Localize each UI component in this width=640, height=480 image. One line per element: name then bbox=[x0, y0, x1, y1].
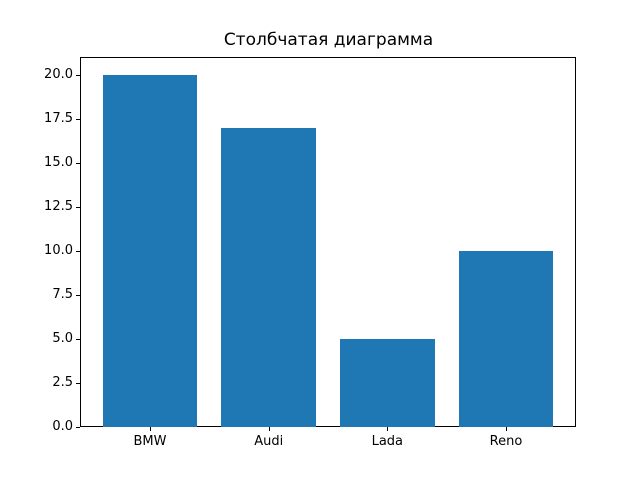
y-tick-label-2.5: 2.5 bbox=[52, 375, 73, 390]
y-tick-mark bbox=[76, 250, 80, 252]
x-tick-mark bbox=[150, 427, 151, 431]
x-tick-mark bbox=[268, 427, 270, 431]
x-tick-mark bbox=[506, 427, 507, 431]
y-tick-label-17.5: 17.5 bbox=[44, 110, 73, 126]
y-tick-mark bbox=[76, 206, 80, 208]
y-tick-mark bbox=[76, 338, 80, 340]
x-tick-mark bbox=[387, 427, 389, 431]
y-tick-label-12.5: 12.5 bbox=[44, 198, 73, 214]
bar-bmw bbox=[102, 74, 198, 427]
y-tick-mark bbox=[76, 162, 80, 164]
bar-lada bbox=[339, 338, 435, 427]
y-tick-label-15.0: 15.0 bbox=[44, 154, 73, 170]
y-tick-label-0.0: 0.0 bbox=[52, 419, 73, 434]
bar-audi bbox=[221, 127, 317, 427]
y-tick-mark bbox=[76, 118, 80, 120]
x-tick-label-audi: Audi bbox=[254, 434, 284, 449]
y-tick-mark bbox=[76, 74, 80, 76]
y-tick-label-10.0: 10.0 bbox=[44, 242, 73, 258]
y-tick-mark bbox=[76, 294, 80, 296]
x-tick-label-lada: Lada bbox=[371, 434, 404, 449]
x-tick-label-reno: Reno bbox=[489, 434, 523, 449]
y-tick-mark bbox=[76, 427, 80, 428]
y-tick-label-7.5: 7.5 bbox=[52, 286, 73, 302]
chart-title: Столбчатая диаграмма bbox=[223, 30, 434, 50]
y-tick-mark bbox=[76, 383, 80, 384]
x-tick-label-bmw: BMW bbox=[133, 434, 167, 449]
y-tick-label-5.0: 5.0 bbox=[52, 330, 73, 346]
bar-reno bbox=[458, 250, 554, 427]
y-tick-label-20.0: 20.0 bbox=[44, 66, 73, 82]
